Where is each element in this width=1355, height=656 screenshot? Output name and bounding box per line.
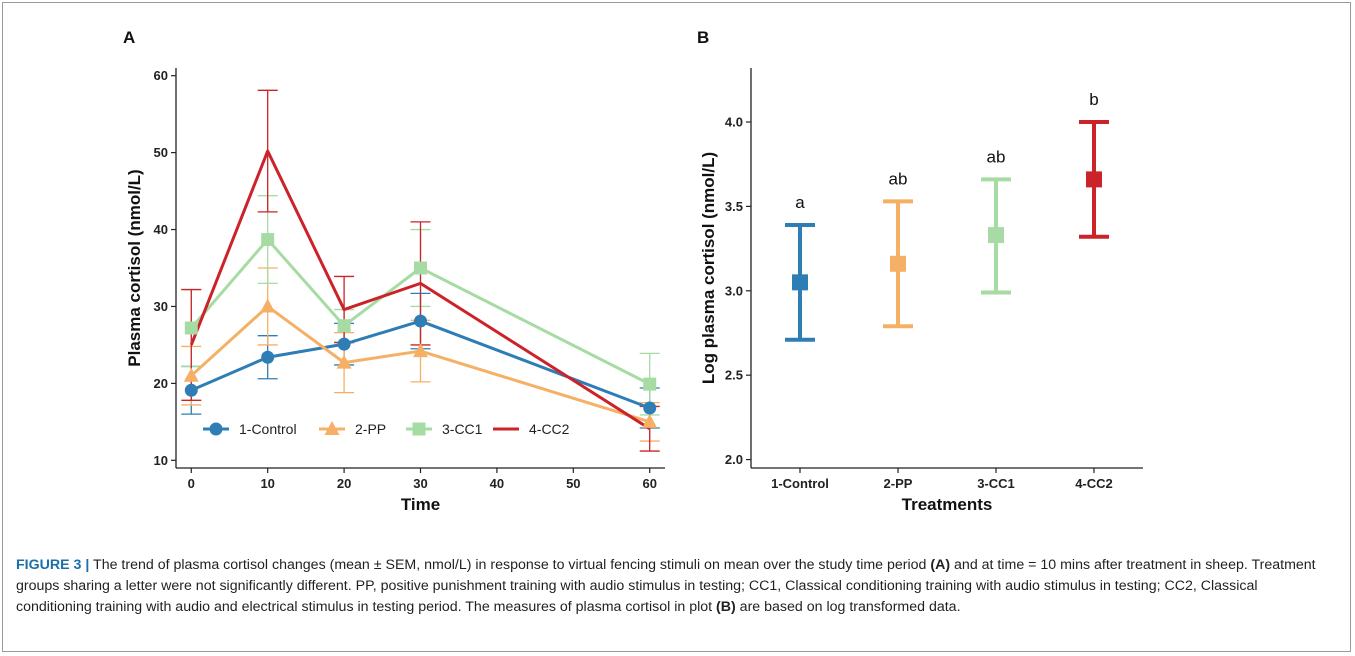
a-data-point (183, 367, 199, 382)
b-y-tick-label: 2.5 (725, 368, 743, 383)
a-y-axis-title: Plasma cortisol (nmol/L) (125, 169, 144, 366)
b-mean-point (792, 274, 808, 291)
a-y-tick-label: 50 (154, 145, 168, 160)
a-y-tick-label: 60 (154, 68, 168, 83)
a-data-point (337, 337, 351, 351)
legend-label-3-cc1: 3-CC1 (442, 421, 483, 437)
a-data-point (184, 383, 198, 397)
a-series-line-4-cc2 (189, 149, 651, 431)
b-mean-point (890, 255, 906, 272)
caption-text-2: and at time = 10 mins after treatment in… (16, 557, 1316, 615)
b-mean-point (988, 227, 1004, 244)
b-x-tick-label: 4-CC2 (1075, 476, 1113, 491)
panel-a: A 10 20 30 40 50 60 0 10 20 30 40 50 60 Time Plasma cor… (123, 28, 665, 514)
b-y-tick-label: 2.0 (725, 452, 743, 467)
a-y-tick-label: 30 (154, 299, 168, 314)
a-x-tick-label: 40 (490, 476, 504, 491)
a-x-tick-label: 30 (413, 476, 427, 491)
b-y-tick-label: 4.0 (725, 115, 743, 130)
a-x-tick-label: 10 (260, 476, 274, 491)
a-data-point (643, 401, 657, 415)
b-y-axis-title: Log plasma cortisol (nmol/L) (699, 152, 718, 384)
legend-marker-1-control (209, 422, 223, 436)
caption-ref-a: (A) (930, 557, 951, 573)
caption-title: FIGURE 3 | (16, 557, 90, 573)
b-significance-label: b (1089, 90, 1098, 109)
a-data-point (643, 377, 657, 391)
a-data-point (413, 343, 428, 358)
legend-marker-3-cc1 (412, 422, 426, 436)
a-x-tick-label: 60 (642, 476, 656, 491)
caption-ref-b: (B) (716, 599, 736, 615)
a-x-tick-label: 0 (188, 476, 195, 491)
figure-caption: FIGURE 3 | The trend of plasma cortisol … (16, 555, 1336, 618)
b-significance-label: ab (889, 169, 908, 188)
a-data-point (260, 298, 276, 313)
b-mean-point (1086, 171, 1102, 188)
b-x-axis-title: Treatments (902, 495, 993, 514)
b-x-tick-label: 1-Control (771, 476, 829, 491)
b-significance-label: a (795, 193, 805, 212)
legend-label-2-pp: 2-PP (355, 421, 386, 437)
a-y-tick-label: 10 (154, 453, 168, 468)
a-data-point (261, 233, 275, 247)
legend-label-4-cc2: 4-CC2 (529, 421, 570, 437)
figure-svg: A 10 20 30 40 50 60 0 10 20 30 40 50 60 Time Plasma cor… (123, 28, 1143, 514)
a-data-point (336, 354, 352, 369)
a-x-tick-label: 50 (566, 476, 580, 491)
b-x-tick-label: 3-CC1 (977, 476, 1015, 491)
a-x-axis-title: Time (401, 495, 440, 514)
b-significance-label: ab (987, 147, 1006, 166)
legend-marker-2-pp (324, 421, 340, 435)
a-data-point (642, 413, 658, 428)
panel-a-letter: A (123, 28, 135, 47)
panel-b-letter: B (697, 28, 709, 47)
panel-b: B 2.0 2.5 3.0 3.5 4.0 1-Control 2-PP 3-CC1 4-CC2 T… (697, 28, 1143, 514)
a-data-point (414, 314, 427, 328)
a-x-tick-label: 20 (337, 476, 351, 491)
b-y-tick-label: 3.0 (725, 283, 743, 298)
caption-text-3: are based on log transformed data. (735, 599, 961, 615)
legend-label-1-control: 1-Control (239, 421, 297, 437)
a-data-point (414, 261, 427, 275)
a-y-tick-label: 40 (154, 222, 168, 237)
caption-text-1: The trend of plasma cortisol changes (me… (89, 557, 931, 573)
a-y-tick-label: 20 (154, 376, 168, 391)
a-data-point (261, 350, 275, 364)
a-data-point (337, 319, 351, 333)
b-x-tick-label: 2-PP (884, 476, 913, 491)
b-y-tick-label: 3.5 (725, 199, 743, 214)
a-data-point (184, 321, 198, 335)
